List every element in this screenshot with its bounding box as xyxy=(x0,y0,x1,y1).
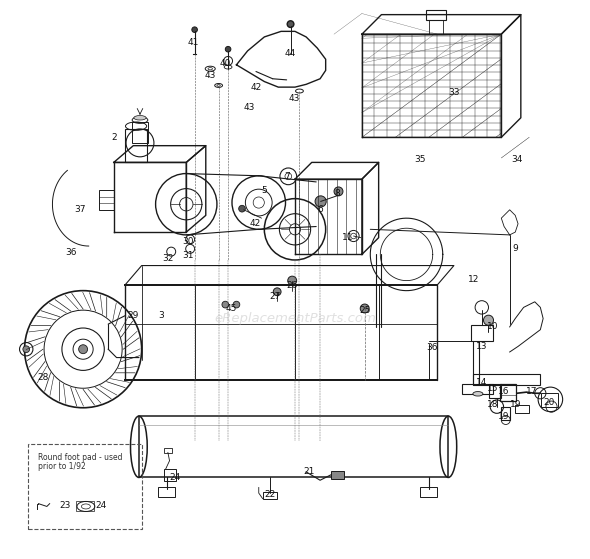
Text: 3: 3 xyxy=(158,311,164,320)
Bar xyxy=(125,129,148,163)
Bar xyxy=(132,122,148,143)
Circle shape xyxy=(483,315,493,325)
Text: 8: 8 xyxy=(334,188,340,197)
Bar xyxy=(463,384,493,394)
Text: 5: 5 xyxy=(261,186,267,195)
Circle shape xyxy=(225,46,231,52)
Text: Round foot pad - used: Round foot pad - used xyxy=(38,453,123,462)
Text: 17: 17 xyxy=(526,386,537,396)
Text: 43: 43 xyxy=(288,94,300,103)
Text: 2: 2 xyxy=(111,133,117,142)
Text: 12: 12 xyxy=(468,275,479,284)
Text: 28: 28 xyxy=(37,373,48,382)
Circle shape xyxy=(287,21,294,27)
Text: 40: 40 xyxy=(219,59,231,68)
Text: 42: 42 xyxy=(249,219,260,228)
Bar xyxy=(421,487,437,497)
Text: 27: 27 xyxy=(270,292,281,301)
Text: 26: 26 xyxy=(287,281,298,290)
Text: 21: 21 xyxy=(303,467,314,476)
Text: 7: 7 xyxy=(284,172,290,181)
Bar xyxy=(164,469,176,481)
Bar xyxy=(426,10,445,20)
Text: 41: 41 xyxy=(188,38,199,47)
Text: 29: 29 xyxy=(127,311,139,320)
Bar xyxy=(164,448,172,453)
Bar xyxy=(502,406,510,420)
Circle shape xyxy=(273,288,281,296)
Bar xyxy=(331,471,343,479)
Text: 6: 6 xyxy=(317,205,323,214)
Circle shape xyxy=(233,301,240,308)
Circle shape xyxy=(334,187,343,196)
Text: 45: 45 xyxy=(225,304,237,313)
Text: 19: 19 xyxy=(499,411,510,420)
Text: 16: 16 xyxy=(499,386,510,396)
Text: 43: 43 xyxy=(205,72,216,80)
Bar xyxy=(28,444,142,529)
Text: 36: 36 xyxy=(65,248,77,257)
Text: 22: 22 xyxy=(264,490,276,499)
Text: 20: 20 xyxy=(543,397,555,407)
Text: 34: 34 xyxy=(512,155,523,164)
Text: 24: 24 xyxy=(96,501,107,510)
Circle shape xyxy=(360,304,369,313)
Text: 18: 18 xyxy=(487,400,499,409)
Circle shape xyxy=(192,27,198,32)
Text: 32: 32 xyxy=(162,254,173,263)
Text: 37: 37 xyxy=(74,205,86,214)
Circle shape xyxy=(23,346,30,353)
Bar xyxy=(99,190,114,210)
Text: prior to 1/92: prior to 1/92 xyxy=(38,462,86,471)
Bar xyxy=(515,405,529,413)
Text: 13: 13 xyxy=(476,342,487,351)
Ellipse shape xyxy=(134,116,146,120)
Text: 11: 11 xyxy=(342,233,354,242)
Bar xyxy=(471,325,493,341)
Bar xyxy=(158,487,175,497)
Bar xyxy=(489,385,501,397)
Text: 31: 31 xyxy=(182,251,194,260)
Text: 30: 30 xyxy=(182,237,194,246)
Text: 44: 44 xyxy=(285,49,296,58)
Text: 24: 24 xyxy=(169,473,181,482)
Text: 35: 35 xyxy=(415,155,426,164)
Text: 43: 43 xyxy=(244,103,255,112)
Text: 10: 10 xyxy=(487,323,499,331)
Text: 36: 36 xyxy=(426,343,437,352)
Bar xyxy=(263,492,277,499)
Circle shape xyxy=(239,205,245,212)
Text: 19: 19 xyxy=(510,400,521,409)
Text: 9: 9 xyxy=(512,244,518,253)
Bar xyxy=(500,385,516,401)
Bar xyxy=(473,375,540,386)
Circle shape xyxy=(288,276,297,285)
Text: 25: 25 xyxy=(359,306,371,315)
Circle shape xyxy=(222,301,229,308)
Circle shape xyxy=(78,345,87,354)
Text: eReplacementParts.com: eReplacementParts.com xyxy=(214,312,376,325)
Ellipse shape xyxy=(473,392,483,396)
Circle shape xyxy=(315,196,326,207)
Bar xyxy=(139,416,448,477)
Text: 15: 15 xyxy=(487,383,499,393)
Bar xyxy=(542,392,558,406)
Text: 42: 42 xyxy=(250,83,261,92)
Text: 23: 23 xyxy=(59,501,70,510)
Text: 33: 33 xyxy=(448,88,460,97)
Text: 14: 14 xyxy=(476,378,487,387)
Bar xyxy=(77,501,94,511)
